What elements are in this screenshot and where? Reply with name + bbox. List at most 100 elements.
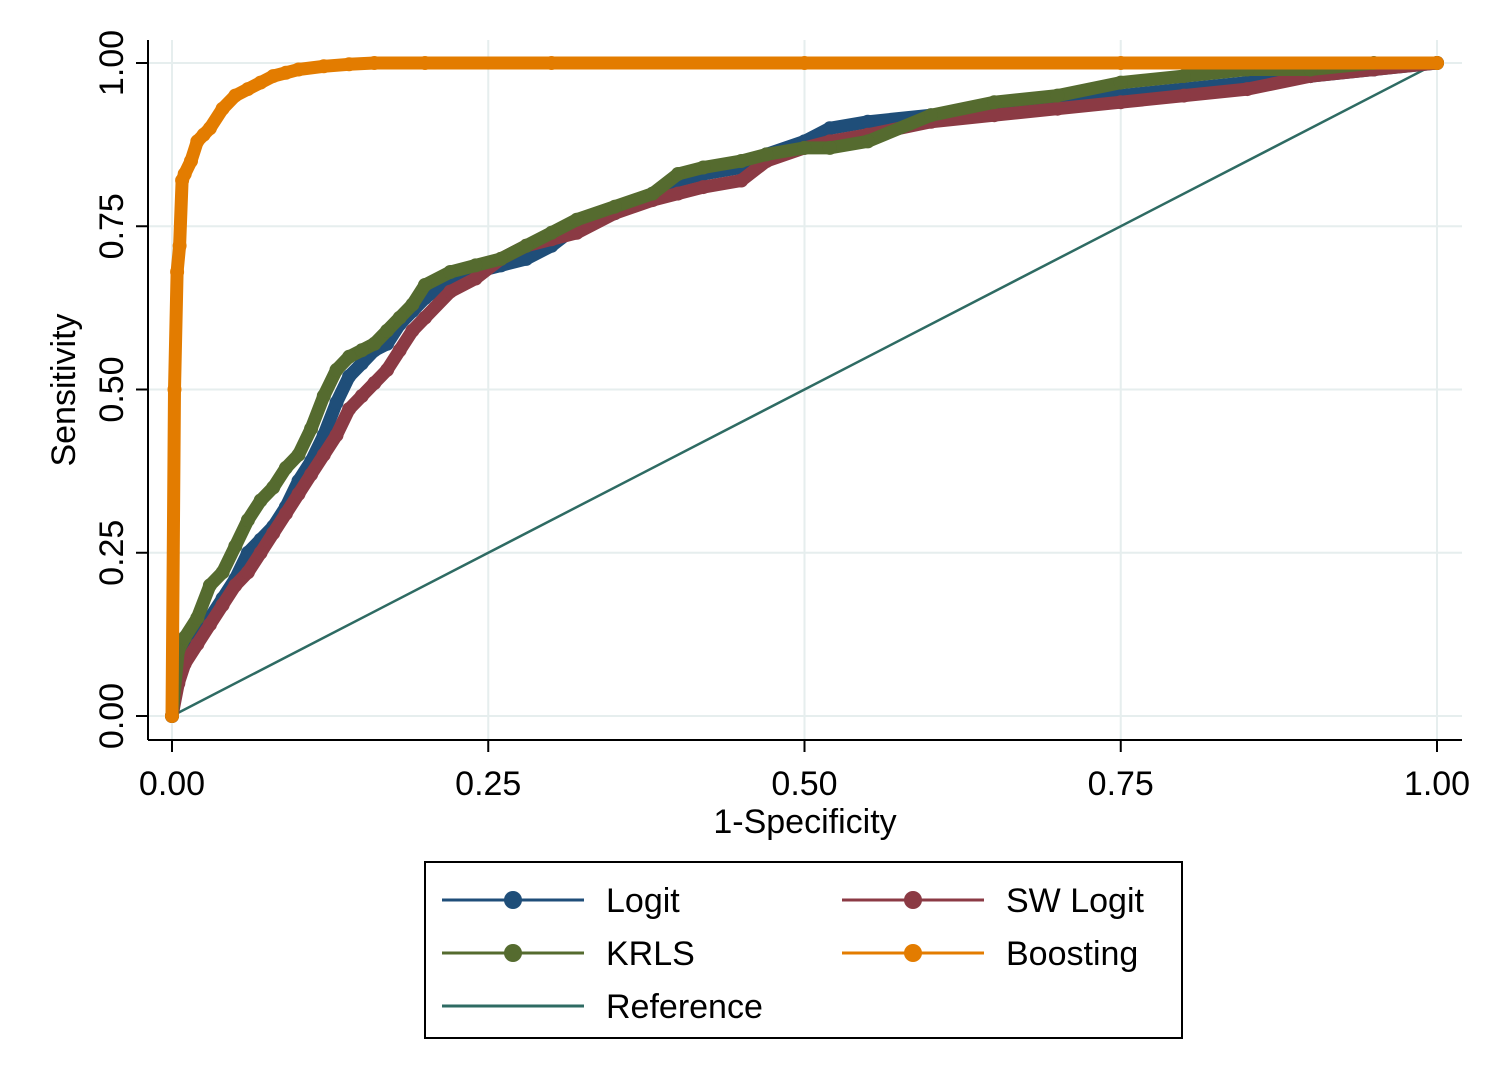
data-point-krls <box>367 336 382 351</box>
data-point-boosting <box>240 82 255 97</box>
data-point-krls <box>822 140 837 155</box>
series-krls <box>165 56 1444 723</box>
y-tick-label: 0.75 <box>93 193 131 259</box>
y-axis-title: Sensitivity <box>45 313 83 466</box>
legend-label-sw-logit: SW Logit <box>1006 882 1144 920</box>
data-point-boosting <box>1113 56 1128 70</box>
data-point-krls <box>190 611 205 625</box>
data-point-sw-logit <box>266 526 281 541</box>
data-point-krls <box>860 134 875 149</box>
data-point-logit <box>342 369 357 384</box>
data-point-boosting <box>797 56 812 70</box>
data-point-sw-logit <box>354 389 369 403</box>
data-point-sw-logit <box>215 598 230 612</box>
data-point-krls <box>380 323 395 338</box>
data-point-boosting <box>544 56 559 70</box>
legend-label-logit: Logit <box>606 882 680 920</box>
data-point-krls <box>266 480 281 495</box>
y-tick-label: 1.00 <box>93 30 131 96</box>
legend-box <box>424 861 1183 1039</box>
data-point-krls <box>607 199 622 214</box>
data-point-sw-logit <box>316 447 331 462</box>
data-point-krls <box>278 460 293 475</box>
data-point-krls <box>987 95 1002 110</box>
data-point-krls <box>253 493 268 508</box>
data-point-krls <box>671 167 685 181</box>
data-point-sw-logit <box>202 617 217 632</box>
data-point-sw-logit <box>392 343 407 358</box>
data-point-krls <box>215 565 230 580</box>
data-point-boosting <box>172 238 187 253</box>
y-tick-label: 0.25 <box>93 520 131 586</box>
data-point-sw-logit <box>405 323 420 338</box>
data-point-krls <box>759 147 774 162</box>
data-point-sw-logit <box>671 186 685 201</box>
data-point-sw-logit <box>228 578 243 593</box>
data-point-boosting <box>342 57 357 72</box>
legend-label-reference: Reference <box>606 988 763 1026</box>
data-point-sw-logit <box>468 271 483 286</box>
data-point-sw-logit <box>734 173 749 188</box>
legend-marker-krls <box>504 944 522 962</box>
data-point-sw-logit <box>240 565 255 580</box>
series-line-reference <box>171 61 1438 718</box>
data-point-boosting <box>165 709 179 723</box>
data-point-krls <box>569 212 584 227</box>
data-point-krls <box>544 225 559 240</box>
data-point-krls <box>468 258 483 273</box>
x-tick-label: 1.00 <box>1404 765 1470 803</box>
data-point-krls <box>304 421 319 436</box>
data-point-krls <box>797 140 812 155</box>
data-point-krls <box>443 265 458 279</box>
series-boosting <box>165 56 1444 723</box>
data-point-boosting <box>167 382 182 397</box>
legend-label-krls: KRLS <box>606 935 695 973</box>
data-point-logit <box>822 121 837 136</box>
data-point-sw-logit <box>190 637 205 652</box>
series-line-krls <box>165 56 1444 723</box>
data-point-krls <box>177 630 192 645</box>
data-point-logit <box>329 395 344 410</box>
data-point-sw-logit <box>696 180 711 195</box>
data-point-krls <box>240 513 255 528</box>
series-reference <box>171 61 1438 718</box>
data-point-sw-logit <box>1240 82 1255 97</box>
data-point-boosting <box>177 167 192 181</box>
data-point-krls <box>519 238 534 253</box>
data-point-sw-logit <box>1177 88 1191 103</box>
data-point-boosting <box>1430 56 1444 70</box>
data-point-boosting <box>184 154 198 168</box>
data-point-krls <box>354 343 369 358</box>
x-axis-title: 1-Specificity <box>713 803 896 841</box>
data-point-sw-logit <box>278 506 293 521</box>
data-point-krls <box>405 297 420 312</box>
legend-label-boosting: Boosting <box>1006 935 1138 973</box>
data-point-krls <box>696 160 711 175</box>
legend-marker-logit <box>504 891 522 909</box>
data-point-sw-logit <box>329 428 344 443</box>
legend: Logit SW Logit KRLS Boosting Reference <box>424 861 1183 1039</box>
data-point-boosting <box>170 265 185 279</box>
data-point-boosting <box>215 101 230 116</box>
x-tick-label: 0.50 <box>771 765 837 803</box>
y-tick-label: 0.50 <box>93 356 131 422</box>
data-point-sw-logit <box>987 108 1002 123</box>
legend-item-krls: KRLS <box>442 935 695 973</box>
data-point-logit <box>354 356 369 371</box>
legend-item-sw-logit: SW Logit <box>842 882 1144 920</box>
data-point-krls <box>202 578 217 593</box>
data-point-sw-logit <box>291 487 306 501</box>
x-tick-label: 0.25 <box>455 765 521 803</box>
axes: 0.000.00 0.25 0.25 0.50 0.50 0.75 0.75 1.00 1.00 <box>93 30 1470 803</box>
series-line-sw-logit <box>165 56 1444 723</box>
data-point-boosting <box>418 56 432 70</box>
legend-item-boosting: Boosting <box>842 935 1138 973</box>
data-point-krls <box>392 310 407 325</box>
data-point-sw-logit <box>443 284 458 299</box>
data-point-logit <box>519 251 534 266</box>
data-point-sw-logit <box>569 225 584 240</box>
data-point-krls <box>924 108 938 123</box>
y-tick-label: 0.00 <box>93 683 131 749</box>
data-point-krls <box>316 389 331 403</box>
legend-marker-sw-logit <box>904 891 922 909</box>
